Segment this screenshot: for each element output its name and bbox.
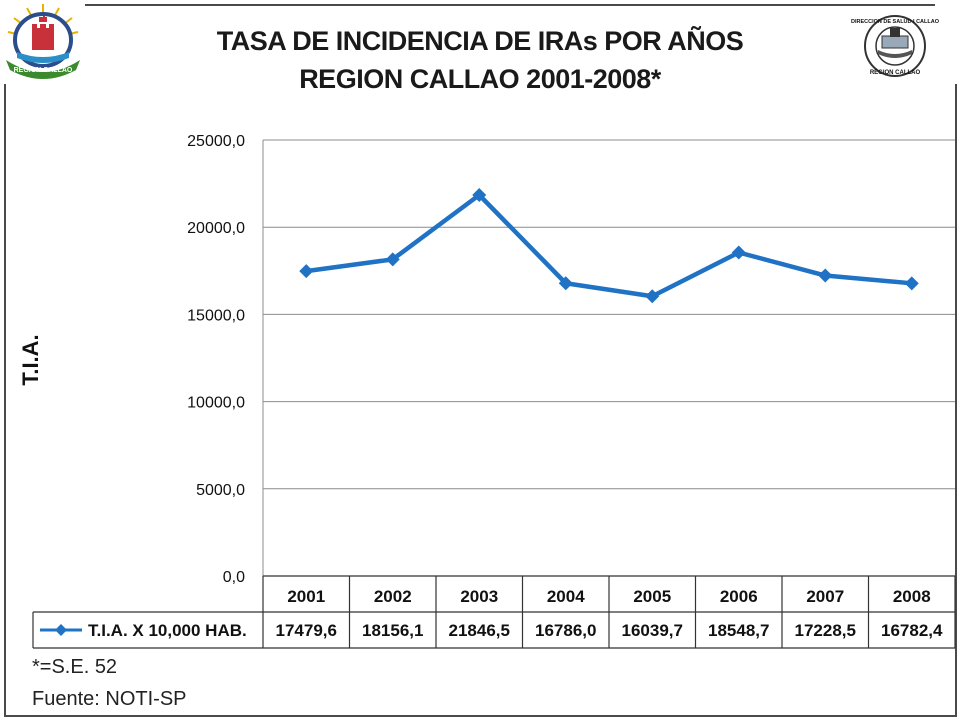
data-point	[558, 276, 573, 291]
legend-label: T.I.A. X 10,000 HAB.	[88, 621, 247, 640]
source-note: Fuente: NOTI-SP	[32, 688, 187, 710]
data-point	[645, 289, 660, 304]
data-point	[904, 276, 919, 291]
data-label: 16786,0	[535, 621, 596, 640]
y-tick-label: 0,0	[223, 569, 245, 586]
y-tick-label: 10000,0	[187, 395, 245, 412]
x-tick-label: 2005	[633, 587, 671, 606]
data-point	[472, 187, 487, 202]
data-label: 16782,4	[881, 621, 943, 640]
chart-title-line2: REGION CALLAO 2001-2008*	[299, 64, 661, 94]
x-tick-label: 2006	[720, 587, 758, 606]
y-tick-label: 25000,0	[187, 133, 245, 150]
y-tick-label: 15000,0	[187, 307, 245, 324]
region-callao-emblem-icon: REGION CALLAO	[6, 4, 80, 79]
x-tick-label: 2004	[547, 587, 585, 606]
data-point	[385, 252, 400, 267]
data-point	[818, 268, 833, 283]
footnote: *=S.E. 52	[32, 656, 118, 678]
legend-marker	[55, 624, 67, 636]
data-label: 17228,5	[795, 621, 856, 640]
frame-line-top	[85, 4, 935, 6]
data-point	[731, 245, 746, 260]
y-tick-label: 5000,0	[196, 482, 245, 499]
svg-text:REGION CALLAO: REGION CALLAO	[870, 70, 921, 76]
y-axis-label: T.I.A.	[18, 334, 43, 385]
x-tick-label: 2003	[460, 587, 498, 606]
frame-line-right	[955, 84, 957, 716]
x-tick-label: 2008	[893, 587, 931, 606]
region-callao-logo: REGION CALLAO	[2, 2, 84, 82]
frame-line-left	[4, 84, 6, 716]
data-label: 21846,5	[449, 621, 510, 640]
svg-text:REGION CALLAO: REGION CALLAO	[14, 67, 73, 74]
x-tick-label: 2002	[374, 587, 412, 606]
y-tick-label: 20000,0	[187, 220, 245, 237]
x-tick-label: 2007	[806, 587, 844, 606]
frame-line-bottom	[4, 715, 957, 717]
data-label: 18156,1	[362, 621, 423, 640]
data-label: 18548,7	[708, 621, 769, 640]
direccion-salud-logo: DIRECCION DE SALUD I CALLAO REGION CALLA…	[850, 14, 940, 80]
direccion-salud-seal-icon: DIRECCION DE SALUD I CALLAO REGION CALLA…	[851, 15, 940, 77]
chart-title-line1: TASA DE INCIDENCIA DE IRAs POR AÑOS	[216, 26, 744, 56]
series-line	[305, 192, 912, 299]
data-label: 16039,7	[622, 621, 683, 640]
data-label: 17479,6	[276, 621, 337, 640]
data-point	[299, 264, 314, 279]
svg-text:DIRECCION DE SALUD I CALLAO: DIRECCION DE SALUD I CALLAO	[851, 19, 940, 25]
x-tick-label: 2001	[287, 587, 325, 606]
